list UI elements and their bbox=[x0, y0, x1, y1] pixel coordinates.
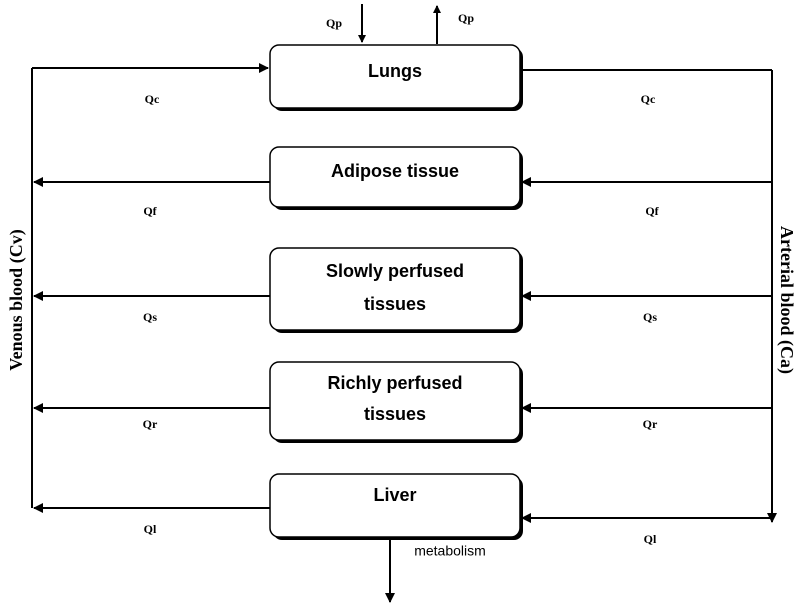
flow-label: Ql bbox=[144, 522, 157, 536]
flow-label: Qs bbox=[143, 310, 157, 324]
flow-label: Qc bbox=[145, 92, 160, 106]
node: Slowly perfused tissues bbox=[269, 247, 523, 333]
metabolism-label: metabolism bbox=[414, 543, 486, 559]
flow-label: Qp bbox=[326, 16, 342, 30]
node-label: Lungs bbox=[368, 61, 422, 81]
node-label: tissues bbox=[364, 294, 426, 314]
venous-label: Venous blood (Cv) bbox=[6, 229, 27, 370]
node: Richly perfused tissues bbox=[269, 361, 523, 443]
node: Adipose tissue bbox=[269, 146, 523, 210]
node: Lungs bbox=[269, 44, 523, 111]
flow-label: Qs bbox=[643, 310, 657, 324]
flow-label: Qr bbox=[143, 417, 158, 431]
arterial-label: Arterial blood (Ca) bbox=[776, 226, 797, 374]
flow-label: Qp bbox=[458, 11, 474, 25]
node-label: Slowly perfused bbox=[326, 261, 464, 281]
node-label: Liver bbox=[373, 485, 416, 505]
flow-label: Qf bbox=[143, 204, 157, 218]
flow-label: Qf bbox=[645, 204, 659, 218]
flow-label: Qr bbox=[643, 417, 658, 431]
node-label: tissues bbox=[364, 404, 426, 424]
node: Liver bbox=[269, 473, 523, 540]
flow-label: Ql bbox=[644, 532, 657, 546]
node-label: Richly perfused bbox=[327, 373, 462, 393]
flow-label: Qc bbox=[641, 92, 656, 106]
node-label: Adipose tissue bbox=[331, 161, 459, 181]
